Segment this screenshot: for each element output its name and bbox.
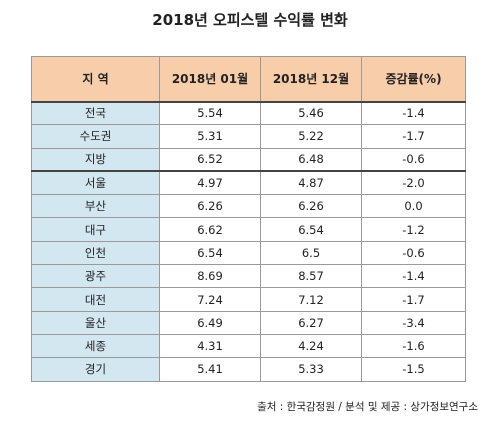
- region-cell: 부산: [31, 194, 160, 219]
- jan-cell: 5.54: [159, 100, 261, 126]
- jan-cell: 6.54: [159, 240, 261, 266]
- header-dec-2018: 2018년 12월: [260, 56, 362, 103]
- region-cell: 지방: [31, 147, 160, 173]
- jan-cell: 4.97: [159, 170, 261, 196]
- table-row: 전국 5.54 5.46 -1.4: [31, 100, 466, 126]
- jan-cell: 5.31: [159, 124, 261, 149]
- table-row: 수도권 5.31 5.22 -1.7: [31, 124, 466, 149]
- table-row: 지방 6.52 6.48 -0.6: [31, 147, 466, 173]
- jan-cell: 6.52: [159, 147, 261, 173]
- dec-cell: 6.48: [260, 147, 362, 173]
- region-cell: 세종: [31, 333, 160, 359]
- table-row: 경기 5.41 5.33 -1.5: [31, 357, 466, 382]
- header-change-rate: 증감률(%): [361, 56, 466, 103]
- dec-cell: 8.57: [260, 264, 362, 289]
- jan-cell: 6.62: [159, 217, 261, 242]
- table-row: 인천 6.54 6.5 -0.6: [31, 240, 466, 266]
- region-cell: 광주: [31, 264, 160, 289]
- header-region: 지 역: [31, 56, 160, 103]
- dec-cell: 5.33: [260, 357, 362, 382]
- table-row: 서울 4.97 4.87 -2.0: [31, 170, 466, 196]
- source-note: 출처 : 한국감정원 / 분석 및 제공 : 상가정보연구소: [257, 401, 478, 413]
- change-cell: -3.4: [361, 310, 466, 335]
- page-title: 2018년 오피스텔 수익률 변화: [152, 11, 348, 29]
- dec-cell: 5.46: [260, 100, 362, 126]
- table-header-row: 지 역 2018년 01월 2018년 12월 증감률(%): [31, 56, 466, 103]
- table-row: 대구 6.62 6.54 -1.2: [31, 217, 466, 242]
- dec-cell: 6.27: [260, 310, 362, 335]
- change-cell: -0.6: [361, 240, 466, 266]
- region-cell: 서울: [31, 170, 160, 196]
- table-row: 광주 8.69 8.57 -1.4: [31, 264, 466, 289]
- change-cell: -0.6: [361, 147, 466, 173]
- table-row: 부산 6.26 6.26 0.0: [31, 194, 466, 219]
- dec-cell: 6.54: [260, 217, 362, 242]
- change-cell: -1.2: [361, 217, 466, 242]
- table-row: 세종 4.31 4.24 -1.6: [31, 333, 466, 359]
- dec-cell: 4.24: [260, 333, 362, 359]
- region-cell: 수도권: [31, 124, 160, 149]
- region-cell: 인천: [31, 240, 160, 266]
- change-cell: -1.7: [361, 287, 466, 312]
- change-cell: -2.0: [361, 170, 466, 196]
- dec-cell: 4.87: [260, 170, 362, 196]
- change-cell: -1.7: [361, 124, 466, 149]
- table-row: 울산 6.49 6.27 -3.4: [31, 310, 466, 335]
- change-cell: -1.6: [361, 333, 466, 359]
- header-jan-2018: 2018년 01월: [159, 56, 261, 103]
- dec-cell: 6.5: [260, 240, 362, 266]
- change-cell: -1.5: [361, 357, 466, 382]
- change-cell: 0.0: [361, 194, 466, 219]
- jan-cell: 4.31: [159, 333, 261, 359]
- region-cell: 대전: [31, 287, 160, 312]
- dec-cell: 5.22: [260, 124, 362, 149]
- jan-cell: 8.69: [159, 264, 261, 289]
- table-row: 대전 7.24 7.12 -1.7: [31, 287, 466, 312]
- jan-cell: 7.24: [159, 287, 261, 312]
- region-cell: 전국: [31, 100, 160, 126]
- dec-cell: 6.26: [260, 194, 362, 219]
- region-cell: 경기: [31, 357, 160, 382]
- change-cell: -1.4: [361, 100, 466, 126]
- yield-table: 지 역 2018년 01월 2018년 12월 증감률(%) 전국 5.54 5…: [31, 56, 466, 382]
- region-cell: 대구: [31, 217, 160, 242]
- jan-cell: 6.49: [159, 310, 261, 335]
- region-cell: 울산: [31, 310, 160, 335]
- jan-cell: 6.26: [159, 194, 261, 219]
- dec-cell: 7.12: [260, 287, 362, 312]
- change-cell: -1.4: [361, 264, 466, 289]
- jan-cell: 5.41: [159, 357, 261, 382]
